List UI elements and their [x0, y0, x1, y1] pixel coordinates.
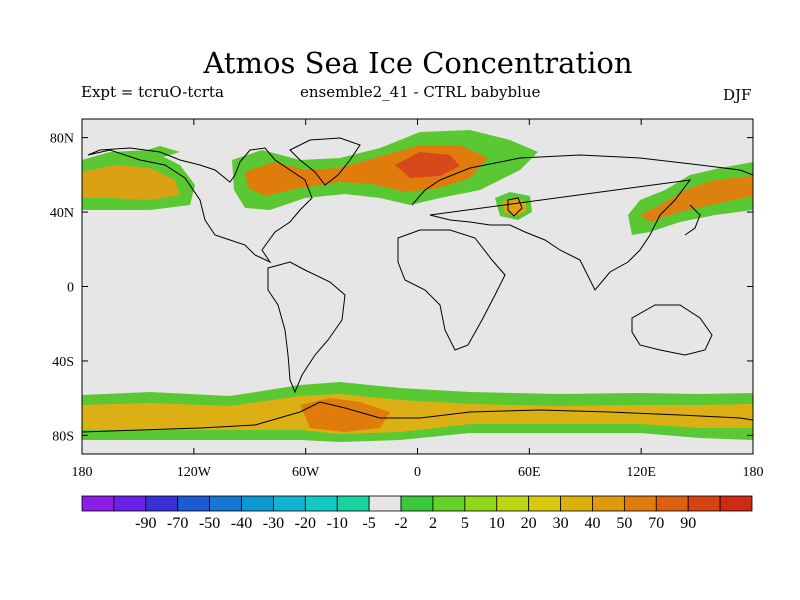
experiment-label: Expt = tcruO-tcrta: [81, 83, 224, 101]
ice-contour-southern-ocean-core: [82, 394, 753, 434]
coastline-australia: [631, 304, 713, 356]
coastline-greenland: [289, 137, 361, 186]
colorbar-swatch: [241, 495, 274, 512]
coastline-caspian: [507, 197, 523, 217]
coastline-antarctica: [82, 401, 753, 433]
colorbar-label: 2: [429, 515, 437, 532]
colorbar-swatch: [592, 495, 625, 512]
antarctic-ice-contours: [82, 382, 753, 442]
colorbar-label: -5: [362, 515, 375, 532]
lon-tick-label: 60E: [518, 465, 541, 480]
colorbar-label: 90: [680, 515, 696, 532]
colorbar-label: -90: [135, 515, 156, 532]
colorbar-swatch: [432, 495, 466, 512]
colorbar-label: 5: [461, 515, 469, 532]
figure-title: Atmos Sea Ice Concentration: [203, 46, 633, 80]
colorbar-swatch: [400, 495, 434, 512]
lon-tick-label: 60W: [292, 465, 320, 480]
colorbar-swatch: [81, 495, 115, 512]
colorbar-swatch: [209, 495, 242, 512]
ice-contour-north-pacific-west-core: [640, 176, 753, 222]
colorbar-swatch: [623, 495, 657, 512]
latitude-axis: 80N 40N 0 40S 80S: [50, 132, 753, 444]
ice-contour-north-pacific-east-core: [82, 165, 180, 200]
colorbar-swatch: [336, 495, 370, 512]
coastline-japan: [684, 204, 701, 236]
colorbar-label: -20: [295, 515, 316, 532]
colorbar-label: -70: [167, 515, 188, 532]
coastline-eurasia: [411, 154, 753, 291]
colorbar-swatch: [273, 495, 306, 512]
colorbar-swatch: [177, 495, 211, 512]
colorbar-label: -2: [394, 515, 407, 532]
coastline-north-america: [87, 147, 313, 264]
ensemble-label: ensemble2_41 - CTRL babyblue: [300, 83, 541, 101]
ice-contour-north-atlantic-max: [395, 152, 460, 178]
colorbar-label: -50: [199, 515, 220, 532]
lat-tick-label: 40N: [50, 206, 74, 221]
lat-tick-label: 80S: [52, 429, 74, 444]
season-label: DJF: [723, 86, 752, 104]
colorbar-label: 70: [648, 515, 664, 532]
lat-tick-label: 40S: [52, 355, 74, 370]
lon-tick-label: 120E: [626, 465, 656, 480]
colorbar-swatch: [368, 495, 402, 512]
colorbar-swatch: [304, 495, 338, 512]
colorbar-swatch: [719, 495, 753, 512]
coastline-south-america: [267, 261, 346, 394]
colorbar-label: 20: [521, 515, 537, 532]
colorbar-label: 50: [616, 515, 632, 532]
colorbar: -90 -70 -50 -40 -30 -20 -10 -5 -2 2 5 10 20 30 40 50 70 9…: [81, 495, 753, 532]
lat-tick-label: 0: [67, 281, 74, 296]
colorbar-swatch: [113, 495, 147, 512]
colorbar-swatch: [655, 495, 689, 512]
lon-tick-label: 0: [414, 465, 421, 480]
lon-tick-label: 180: [743, 465, 764, 480]
colorbar-swatch: [496, 495, 530, 512]
coastlines: [82, 137, 753, 433]
coastline-africa: [397, 229, 506, 351]
colorbar-label: -40: [231, 515, 252, 532]
lat-tick-label: 80N: [50, 132, 74, 147]
colorbar-label: 40: [584, 515, 600, 532]
colorbar-swatch: [560, 495, 593, 512]
colorbar-swatch: [464, 495, 498, 512]
colorbar-swatch: [687, 495, 721, 512]
colorbar-swatch: [528, 495, 561, 512]
lon-tick-label: 180: [72, 465, 93, 480]
colorbar-label: 10: [489, 515, 505, 532]
lon-tick-label: 120W: [177, 465, 212, 480]
ice-contour-weddell-sea: [300, 398, 390, 432]
longitude-axis: 180 120W 60W 0 60E 120E 180: [72, 119, 764, 480]
colorbar-swatch: [145, 495, 179, 512]
colorbar-label: -30: [263, 515, 284, 532]
colorbar-label: 30: [553, 515, 569, 532]
colorbar-label: -10: [327, 515, 348, 532]
